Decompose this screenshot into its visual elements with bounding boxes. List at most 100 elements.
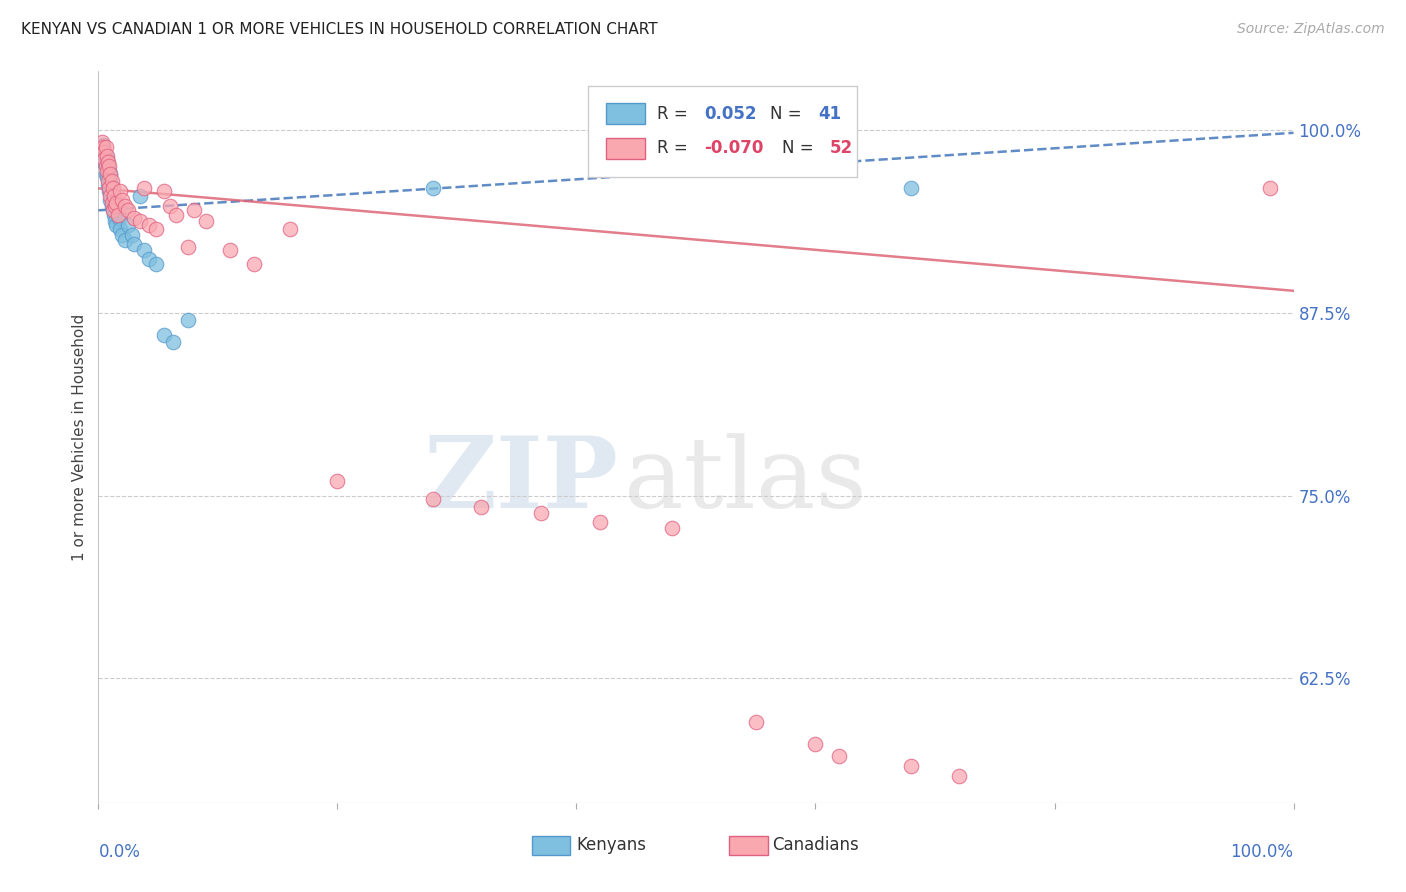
Text: -0.070: -0.070 <box>704 139 763 157</box>
Point <box>422 181 444 195</box>
Point <box>97 160 120 174</box>
Text: 0.052: 0.052 <box>704 104 756 123</box>
Point <box>828 749 851 764</box>
Point <box>124 237 146 252</box>
Text: Canadians: Canadians <box>772 836 859 855</box>
Point <box>98 167 122 181</box>
Point <box>422 491 444 506</box>
Point <box>98 181 121 195</box>
Point <box>98 184 122 198</box>
Point <box>100 181 122 195</box>
Point <box>243 257 266 271</box>
Point <box>132 181 155 195</box>
Point <box>153 327 176 342</box>
Point <box>100 174 122 188</box>
Point <box>94 160 117 174</box>
Y-axis label: 1 or more Vehicles in Household: 1 or more Vehicles in Household <box>72 313 87 561</box>
Point <box>96 164 118 178</box>
Point <box>96 152 118 166</box>
Point <box>101 188 124 202</box>
Point <box>132 243 155 257</box>
Point <box>278 222 301 236</box>
Point <box>96 149 118 163</box>
Point <box>93 145 115 159</box>
Point <box>107 211 129 225</box>
Point <box>117 218 139 232</box>
Point <box>589 515 612 529</box>
Point <box>98 193 122 207</box>
Point <box>94 167 117 181</box>
Point <box>900 759 922 773</box>
Point <box>114 199 136 213</box>
Point <box>108 222 131 236</box>
Point <box>108 184 131 198</box>
Text: 41: 41 <box>818 104 841 123</box>
Text: N =: N = <box>782 139 818 157</box>
Point <box>98 164 121 178</box>
Point <box>93 152 115 166</box>
Point <box>177 240 200 254</box>
FancyBboxPatch shape <box>589 86 858 178</box>
Point <box>138 252 160 266</box>
Text: Source: ZipAtlas.com: Source: ZipAtlas.com <box>1237 22 1385 37</box>
Point <box>91 140 114 154</box>
Point <box>111 228 134 243</box>
Point <box>94 140 117 154</box>
Point <box>93 145 115 159</box>
Point <box>103 196 125 211</box>
Point <box>105 196 128 211</box>
Point <box>107 208 129 222</box>
Point <box>177 313 200 327</box>
Text: N =: N = <box>770 104 807 123</box>
Point <box>183 203 205 218</box>
Point <box>101 181 124 195</box>
Point <box>159 199 181 213</box>
Point <box>98 184 121 198</box>
Point <box>98 160 121 174</box>
Point <box>98 188 122 202</box>
Point <box>138 218 160 232</box>
Text: 52: 52 <box>830 139 853 157</box>
Point <box>661 521 683 535</box>
Point <box>165 208 187 222</box>
Point <box>101 203 124 218</box>
Point <box>145 222 167 236</box>
Text: atlas: atlas <box>624 434 868 529</box>
Point <box>111 193 134 207</box>
Point <box>804 737 827 751</box>
Point <box>145 257 167 271</box>
Point <box>1258 181 1281 195</box>
Point <box>530 506 553 520</box>
Point <box>103 208 125 222</box>
Text: R =: R = <box>657 104 693 123</box>
Point <box>745 715 768 730</box>
Point <box>97 155 120 169</box>
Point <box>98 174 122 188</box>
Point <box>114 233 136 247</box>
Point <box>104 213 127 227</box>
Text: R =: R = <box>657 139 693 157</box>
FancyBboxPatch shape <box>606 137 644 159</box>
Point <box>105 218 128 232</box>
Point <box>104 199 127 213</box>
Point <box>93 155 115 169</box>
Point <box>98 167 122 181</box>
Point <box>948 769 970 783</box>
Text: 100.0%: 100.0% <box>1230 843 1294 861</box>
Point <box>326 474 349 488</box>
Point <box>121 228 143 243</box>
Text: Kenyans: Kenyans <box>576 836 647 855</box>
Point <box>100 199 122 213</box>
Point <box>97 174 120 188</box>
Point <box>100 196 122 211</box>
Point <box>91 135 114 149</box>
Point <box>162 334 184 349</box>
Point <box>103 188 125 202</box>
Text: 0.0%: 0.0% <box>98 843 141 861</box>
Point <box>124 211 146 225</box>
Point <box>107 203 129 218</box>
Point <box>900 181 922 195</box>
Point <box>94 160 117 174</box>
Point <box>153 184 176 198</box>
Point <box>195 213 218 227</box>
